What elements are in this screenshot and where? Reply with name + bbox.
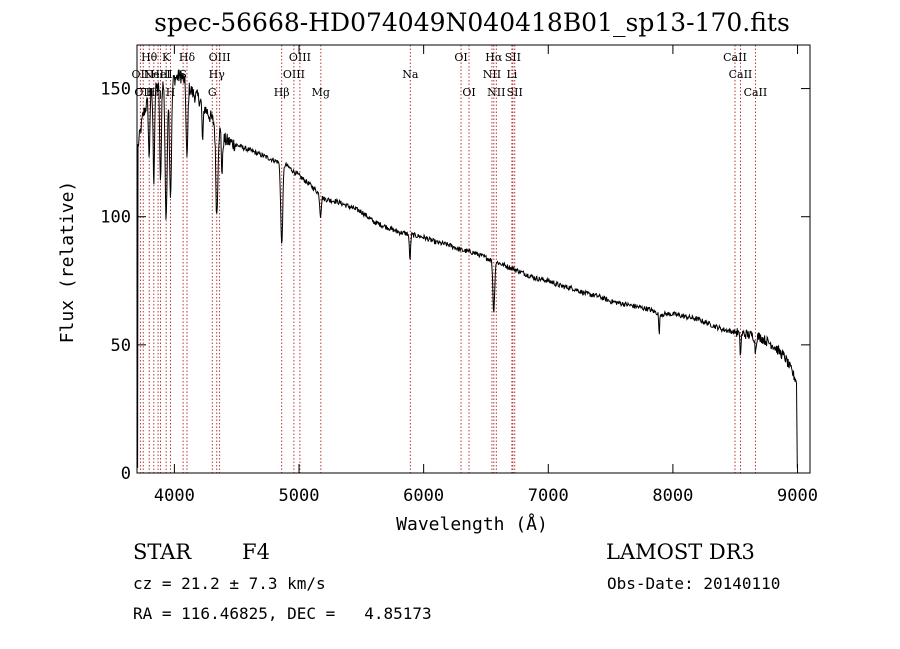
- x-tick-label: 4000: [154, 486, 195, 506]
- plot-frame: [136, 44, 811, 474]
- spectrum-line: [137, 69, 798, 468]
- y-tick-label: 150: [100, 80, 131, 100]
- reference-line-label: Hβ: [274, 86, 290, 99]
- reference-line-label: Hα: [485, 51, 503, 64]
- reference-line-label: Hδ: [179, 51, 196, 64]
- reference-line-label: G: [208, 86, 217, 99]
- reference-line-label: CaII: [723, 51, 747, 64]
- x-axis: 4000 5000 6000 7000 8000 9000: [154, 45, 818, 506]
- reference-line-label: OIII: [289, 51, 311, 64]
- reference-lines: [139, 45, 756, 473]
- reference-line-label: NeIII: [143, 68, 172, 81]
- reference-line-label: SII: [507, 86, 523, 99]
- reference-line-label: OIII: [209, 51, 231, 64]
- reference-line-label: OIII: [283, 68, 305, 81]
- reference-line-label: Li: [506, 68, 517, 81]
- y-tick-label: 0: [121, 464, 131, 484]
- x-axis-label: Wavelength (Å): [396, 513, 548, 535]
- object-class: STAR: [133, 540, 192, 564]
- y-axis-label: Flux (relative): [57, 181, 78, 344]
- x-tick-label: 6000: [403, 486, 444, 506]
- chart-title: spec-56668-HD074049N040418B01_sp13-170.f…: [154, 8, 790, 37]
- y-tick-label: 50: [111, 336, 131, 356]
- y-axis: 0 50 100 150: [100, 80, 810, 484]
- reference-line-label: K: [162, 51, 171, 64]
- obs-date: Obs-Date: 20140110: [607, 574, 781, 593]
- survey-name: LAMOST DR3: [606, 540, 755, 564]
- reference-line-label: CaII: [744, 86, 768, 99]
- x-tick-label: 8000: [652, 486, 693, 506]
- coordinates: RA = 116.46825, DEC = 4.85173: [133, 604, 432, 623]
- reference-line-label: OII: [132, 68, 150, 81]
- x-tick-label: 7000: [528, 486, 569, 506]
- reference-line-label: Hθ: [141, 51, 158, 64]
- reference-line-label: OII: [134, 86, 152, 99]
- x-tick-label: 9000: [777, 486, 818, 506]
- reference-line-label: OI: [462, 86, 475, 99]
- reference-line-label: H: [166, 86, 176, 99]
- x-tick-label: 5000: [279, 486, 320, 506]
- reference-line-label: Mg: [312, 86, 330, 99]
- reference-line-label: SII: [505, 51, 521, 64]
- object-subclass: F4: [242, 540, 270, 564]
- reference-line-label: HeI: [150, 68, 170, 81]
- reference-line-labels: OIIOIIHθHηNeIIIHeIKHHδSGHγOIIIHβOIIIOIII…: [132, 51, 768, 99]
- reference-line-label: OI: [454, 51, 467, 64]
- reference-line-label: Hγ: [209, 68, 226, 81]
- redshift-value: cz = 21.2 ± 7.3 km/s: [133, 574, 326, 593]
- y-tick-label: 100: [100, 208, 131, 228]
- reference-line-label: NII: [487, 86, 505, 99]
- reference-line-label: Na: [402, 68, 419, 81]
- reference-line-label: CaII: [729, 68, 753, 81]
- reference-line-label: NII: [483, 68, 501, 81]
